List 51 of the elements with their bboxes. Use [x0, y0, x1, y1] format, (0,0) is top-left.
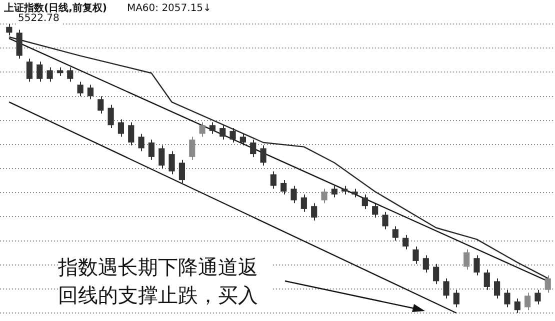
candlestick [87, 84, 94, 100]
candlestick [168, 150, 175, 175]
candlestick [209, 122, 216, 134]
candlestick [402, 234, 409, 250]
candlestick [36, 61, 43, 82]
candlestick [270, 170, 276, 190]
candlestick [524, 292, 531, 311]
annotation: 5522.78 [18, 13, 62, 25]
candlestick [6, 24, 12, 36]
candlestick [230, 128, 236, 143]
candlestick [128, 122, 134, 146]
candlestick [26, 58, 33, 82]
candlestick [16, 29, 22, 60]
candlestick [118, 118, 124, 138]
chart-subtitle: MA60: 2057.15↓ [126, 3, 212, 14]
candlestick [290, 185, 297, 204]
candlestick [443, 278, 450, 300]
candlestick [46, 66, 53, 82]
candlestick [240, 133, 246, 146]
candlestick [331, 185, 338, 198]
candlestick [199, 122, 206, 138]
candlestick [484, 269, 490, 290]
candlestick [300, 194, 307, 212]
candlestick [362, 194, 368, 210]
candlestick [412, 246, 419, 264]
candlestick [250, 139, 256, 158]
candlestick [311, 202, 318, 222]
chart-title: 上证指数(日线,前复权) [4, 3, 107, 14]
candlestick [148, 139, 155, 160]
candlestick [372, 202, 378, 218]
candlestick [433, 263, 440, 285]
candlestick [474, 254, 480, 276]
candlestick [392, 226, 398, 242]
candlestick [453, 289, 460, 308]
candlestick [220, 124, 226, 140]
candlestick [178, 159, 185, 184]
candlestick [138, 133, 144, 152]
candlestick [280, 180, 287, 196]
candlestick [77, 81, 84, 97]
candlestick [108, 104, 114, 129]
candlestick [422, 254, 429, 274]
candlestick [514, 298, 520, 314]
candlestick [260, 144, 266, 166]
candlestick [98, 96, 104, 114]
candlestick [504, 289, 510, 308]
candlestick [67, 66, 74, 82]
annotation: 指数遇长期下降通道返回线的支撑止跌，买入 [58, 253, 273, 309]
candlestick [382, 211, 388, 230]
candlestick [158, 144, 165, 169]
candlestick [494, 278, 500, 300]
candlestick [534, 289, 541, 305]
